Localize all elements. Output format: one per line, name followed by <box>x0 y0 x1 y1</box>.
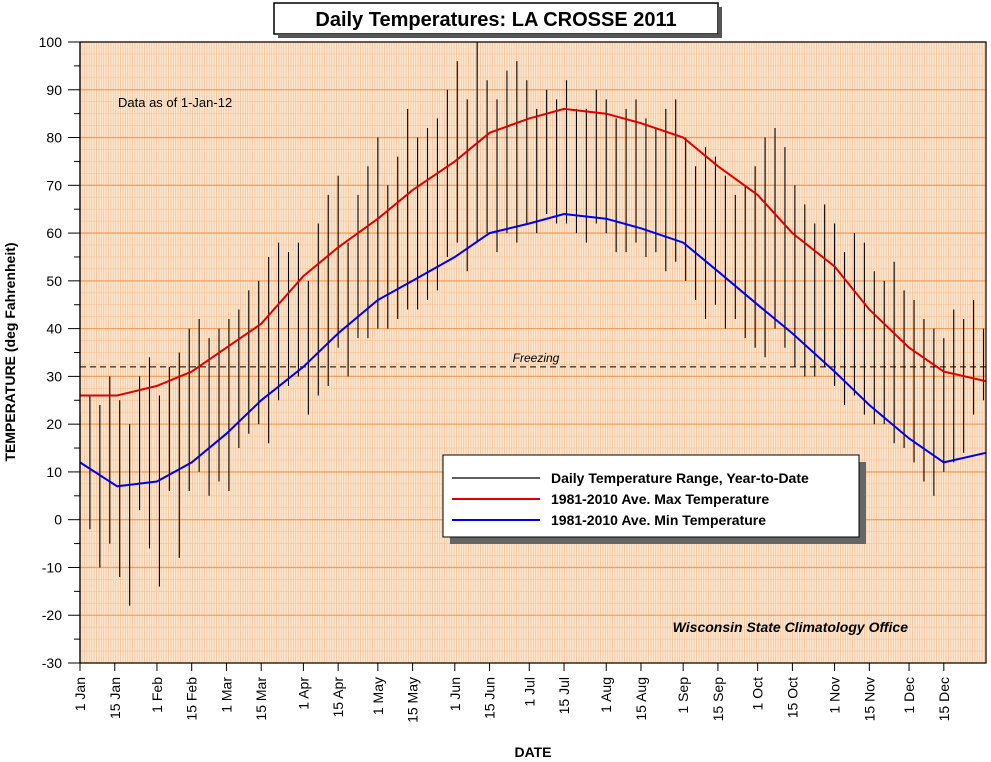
x-tick-label: 15 Jul <box>556 677 572 714</box>
legend-item-min: 1981-2010 Ave. Min Temperature <box>551 512 766 528</box>
x-tick-label: 1 May <box>370 677 386 715</box>
x-tick-label: 1 Sep <box>675 677 691 714</box>
legend-item-max: 1981-2010 Ave. Max Temperature <box>551 491 769 507</box>
y-tick-label: 50 <box>46 273 62 289</box>
x-tick-label: 1 Jun <box>447 677 463 711</box>
x-tick-label: 1 Oct <box>750 677 766 711</box>
x-tick-label: 15 Jan <box>107 677 123 719</box>
legend-item-range: Daily Temperature Range, Year-to-Date <box>551 470 809 486</box>
y-tick-label: -10 <box>42 559 62 575</box>
x-tick-label: 15 Jun <box>482 677 498 719</box>
y-tick-label: -20 <box>42 607 62 623</box>
x-tick-label: 1 Dec <box>901 677 917 714</box>
x-tick-label: 1 Mar <box>218 677 234 713</box>
x-tick-label: 15 Dec <box>936 677 952 721</box>
y-tick-label: 20 <box>46 416 62 432</box>
x-tick-label: 15 Mar <box>253 677 269 721</box>
y-tick-label: 60 <box>46 225 62 241</box>
chart-title: Daily Temperatures: LA CROSSE 2011 <box>315 9 676 31</box>
ave-max-line <box>80 107 987 397</box>
data-as-of-label: Data as of 1-Jan-12 <box>118 95 232 110</box>
x-tick-label: 1 Jan <box>72 677 88 711</box>
y-tick-label: -30 <box>42 655 62 671</box>
x-tick-label: 1 Jul <box>521 677 537 707</box>
x-tick-label: 15 Oct <box>784 677 800 718</box>
x-tick-label: 15 May <box>405 677 421 723</box>
y-axis: -30 -20 -10 0 10 20 30 40 50 60 70 80 90 100 <box>39 34 81 671</box>
y-tick-label: 40 <box>46 321 62 337</box>
plot-area: Freezing <box>79 41 987 664</box>
x-axis-label: DATE <box>514 744 551 760</box>
daily-range-series <box>79 42 985 606</box>
x-tick-label: 1 Nov <box>827 677 843 714</box>
x-axis: 1 Jan 15 Jan 1 Feb 15 Feb 1 Mar 15 Mar 1 Apr 15… <box>72 663 952 723</box>
x-tick-label: 15 Aug <box>633 677 649 721</box>
y-tick-label: 90 <box>46 82 62 98</box>
y-tick-label: 100 <box>39 34 63 50</box>
freezing-label: Freezing <box>513 351 560 365</box>
x-tick-label: 15 Feb <box>184 677 200 721</box>
x-tick-label: 1 Feb <box>149 677 165 713</box>
y-axis-label: TEMPERATURE (deg Fahrenheit) <box>2 242 18 461</box>
x-tick-label: 15 Sep <box>710 677 726 722</box>
chart-title-box: Daily Temperatures: LA CROSSE 2011 <box>273 2 722 38</box>
x-tick-label: 1 Aug <box>598 677 614 713</box>
source-credit: Wisconsin State Climatology Office <box>673 619 909 635</box>
y-tick-label: 30 <box>46 368 62 384</box>
x-tick-label: 15 Nov <box>861 677 877 721</box>
y-tick-label: 10 <box>46 464 62 480</box>
x-tick-label: 1 Apr <box>295 677 311 710</box>
legend: Daily Temperature Range, Year-to-Date 19… <box>442 454 866 544</box>
y-tick-label: 70 <box>46 177 62 193</box>
y-tick-label: 0 <box>54 512 62 528</box>
ave-min-line <box>79 212 987 488</box>
x-tick-label: 15 Apr <box>330 677 346 718</box>
y-tick-label: 80 <box>46 130 62 146</box>
